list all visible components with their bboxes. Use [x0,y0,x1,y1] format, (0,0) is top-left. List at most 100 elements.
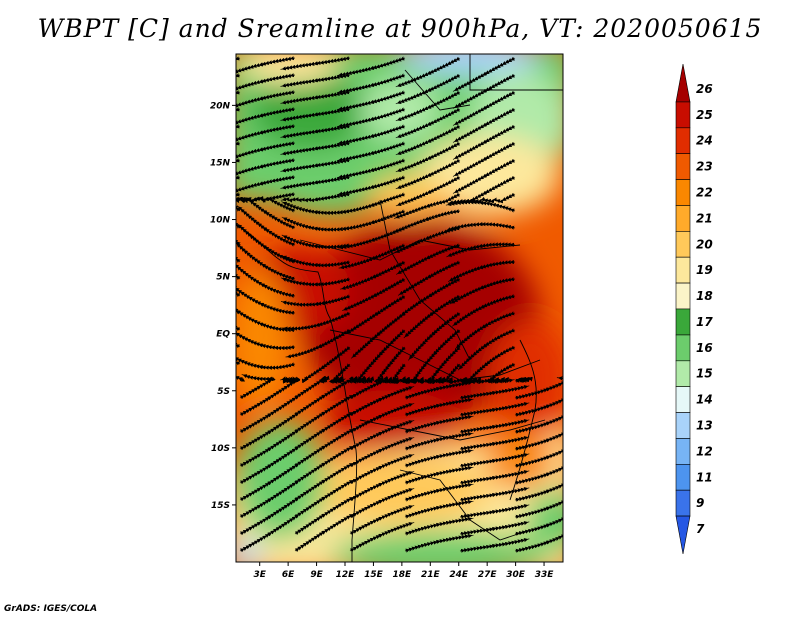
lon-label: 9E [310,570,323,580]
streamline-arrow [426,255,431,259]
streamline-arrow [259,164,264,169]
colorbar-label: 19 [696,263,713,277]
colorbar-swatch [675,438,691,465]
streamline-arrow [259,181,264,186]
streamline-arrow [545,455,551,460]
colorbar-label: 11 [696,470,713,484]
lon-label: 24E [449,570,469,580]
streamline-arrow [313,263,318,267]
streamline-arrow [480,304,485,309]
colorbar-swatch [675,231,691,258]
streamline-arrow [492,408,497,412]
streamline-arrow [436,387,441,391]
colorbar-swatch [675,360,691,387]
streamline [236,175,241,203]
streamline [236,341,246,382]
colorbar-swatch [675,256,691,284]
lat-label: 10N [210,216,231,226]
colorbar-swatch [675,412,691,439]
colorbar-label: 7 [696,522,705,536]
streamline-arrow [436,404,441,408]
lon-label: 3E [253,570,266,580]
streamline-arrow [209,198,214,203]
streamline [236,56,241,86]
streamline-arrow [427,122,432,126]
streamline-arrow [545,472,551,477]
lon-label: 27E [478,570,498,580]
streamline [236,229,241,280]
streamline [236,141,241,171]
lon-label: 6E [282,570,295,580]
colorbar-swatch [675,127,691,154]
colorbar: 26 25 24 23 22 21 20 19 18 17 16 15 14 13 12 11 9 7 [675,63,713,555]
streamline-arrow [205,170,210,175]
streamline-arrow [369,185,375,189]
streamline-arrow [370,220,375,224]
streamline-arrow [210,306,215,311]
lat-label: 5N [216,273,230,283]
streamline-arrow [205,187,210,192]
streamline-arrow [315,323,320,327]
streamline-arrow [545,506,551,511]
streamline-arrow [371,274,377,278]
streamline-arrow [313,163,319,168]
colorbar-label: 12 [696,444,713,458]
lat-label: 5S [217,387,230,397]
streamline-arrow [259,62,264,67]
streamline [236,192,241,204]
colorbar-label: 21 [696,211,713,225]
colorbar-label: 17 [696,315,713,329]
streamline-arrow [378,483,383,487]
streamline-arrow [320,365,325,370]
colorbar-label: 22 [696,186,713,200]
colorbar-label: 26 [696,82,713,96]
streamline-arrow [492,459,497,463]
streamline-arrow [313,78,319,83]
colorbar-swatch [675,179,691,206]
streamline-arrow [545,489,551,494]
streamline [236,321,241,366]
lat-label: 15N [210,158,231,168]
streamline-arrow [436,523,441,527]
colorbar-swatch [675,464,691,491]
streamline-arrow [492,510,497,514]
map-frame [235,53,564,563]
streamline-arrow [260,283,266,288]
streamline-arrow [206,197,211,202]
streamline-arrow [313,129,319,134]
streamline-arrow [481,324,487,329]
streamline-arrow [378,500,383,504]
streamline [236,73,241,103]
streamline-arrow [369,117,375,121]
lon-label: 12E [336,570,356,580]
streamline-arrow [369,83,375,87]
streamline-arrow [478,265,484,269]
colorbar-label: 23 [696,160,713,174]
streamline-arrow [313,61,319,66]
streamline-arrow [435,369,440,375]
streamline-arrow [492,476,497,480]
streamline-arrow [427,71,432,75]
streamline-arrow [479,285,485,289]
streamline-arrow [205,68,210,73]
streamline [236,124,241,154]
lat-label: 10S [211,444,230,454]
streamline-arrow [424,217,429,221]
streamline-arrow [427,105,432,109]
lon-label: 15E [364,570,384,580]
streamline-arrow [545,438,551,443]
streamline-arrow [378,534,383,538]
streamline-arrow [313,282,318,287]
streamline-arrow [378,381,383,385]
streamline [236,266,241,315]
colorbar-swatch [675,282,691,310]
colorbar-label: 9 [696,496,704,510]
longitude-axis: 3E 6E 9E 12E 15E 18E 21E 24E 27E 30E 33E [253,562,554,580]
streamline-arrow [370,237,376,242]
streamline-arrow [213,362,218,367]
streamline-arrow [259,113,264,118]
streamline [236,158,241,188]
streamline-arrow [492,425,497,429]
colorbar-swatch [675,386,691,413]
streamline-arrow [370,203,375,207]
